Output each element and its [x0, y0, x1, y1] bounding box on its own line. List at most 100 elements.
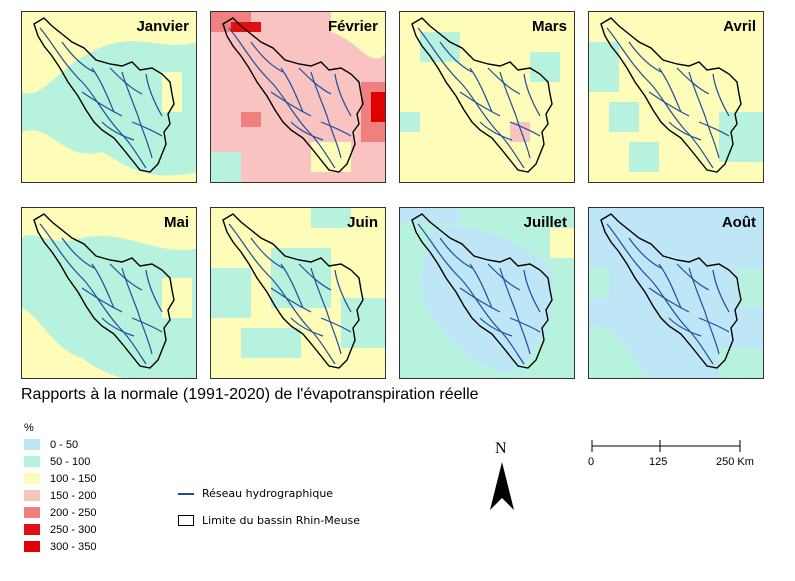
river-line	[91, 263, 115, 309]
river-line	[250, 41, 284, 73]
river-line	[469, 263, 493, 309]
river-line	[499, 71, 531, 159]
river-line	[81, 287, 123, 313]
map-panel-aout: Août	[588, 207, 764, 379]
month-label: Janvier	[136, 18, 189, 35]
scale-label-125: 125	[649, 456, 668, 468]
river-line	[439, 41, 473, 73]
basin-outline	[411, 213, 553, 369]
map-avril	[589, 12, 763, 182]
river-line	[668, 317, 702, 337]
scale-label-0: 0	[588, 456, 595, 468]
river-line	[509, 121, 541, 137]
river-line	[131, 317, 163, 333]
north-arrow-icon	[490, 462, 514, 510]
legend-class-label: 150 - 200	[50, 489, 97, 502]
month-label: Mars	[531, 18, 567, 35]
map-panel-mai: Mai	[21, 207, 197, 379]
legend-class-0: 0 - 50	[24, 438, 78, 451]
map-panel-fevrier: Février	[210, 11, 386, 183]
month-label: Août	[721, 214, 756, 231]
basin-outline	[33, 213, 175, 369]
legend-swatch	[24, 524, 40, 535]
map-panel-juillet: Juillet	[399, 207, 575, 379]
river-line	[280, 67, 304, 113]
river-line	[698, 121, 730, 137]
river-line	[61, 237, 95, 269]
basin-outline	[411, 17, 553, 173]
basin-box-symbol	[178, 515, 194, 526]
river-line	[712, 269, 730, 313]
map-mai	[22, 208, 196, 378]
river-line	[688, 71, 720, 159]
legend-class-label: 0 - 50	[50, 438, 79, 451]
map-fevrier	[211, 12, 385, 182]
legend-class-4: 200 - 250	[24, 506, 96, 519]
basin-outline	[222, 17, 364, 173]
legend-class-3: 150 - 200	[24, 489, 96, 502]
legend-class-label: 200 - 250	[50, 506, 97, 519]
river-line	[91, 67, 115, 113]
river-legend: Réseau hydrographique	[178, 487, 333, 500]
river-legend-label: Réseau hydrographique	[202, 487, 334, 500]
river-line	[290, 317, 324, 337]
river-line	[81, 91, 123, 117]
month-label: Juin	[347, 214, 378, 231]
basin-legend-label: Limite du bassin Rhin-Meuse	[202, 514, 361, 527]
month-label: Mai	[163, 214, 189, 231]
river-line	[334, 269, 352, 313]
legend-unit: %	[24, 422, 34, 434]
map-juin	[211, 208, 385, 378]
scale-bar	[591, 440, 741, 452]
north-label: N	[495, 440, 507, 457]
river-line	[121, 71, 153, 159]
map-juillet	[400, 208, 574, 378]
river-line	[131, 121, 163, 137]
river-line	[109, 67, 143, 95]
river-line	[145, 73, 163, 117]
legend-class-2: 100 - 150	[24, 472, 96, 485]
map-aout	[589, 208, 763, 378]
river-line	[250, 237, 284, 269]
river-line	[270, 287, 312, 313]
river-line	[648, 287, 690, 313]
legend-swatch	[24, 473, 40, 484]
legend-swatch	[24, 490, 40, 501]
basin-outline	[33, 17, 175, 173]
river-line	[523, 73, 541, 117]
river-line	[628, 237, 662, 269]
river-line	[487, 67, 521, 95]
river-line	[487, 263, 521, 291]
river-line	[712, 73, 730, 117]
legend-class-1: 50 - 100	[24, 455, 90, 468]
legend-swatch	[24, 439, 40, 450]
river-line	[101, 317, 135, 337]
river-line	[320, 121, 352, 137]
river-line	[61, 41, 95, 73]
basin-outline	[222, 213, 364, 369]
river-line	[658, 67, 682, 113]
river-line	[676, 67, 710, 95]
river-line	[479, 317, 513, 337]
river-line	[298, 67, 332, 95]
river-line	[109, 263, 143, 291]
river-line	[334, 73, 352, 117]
map-panel-avril: Avril	[588, 11, 764, 183]
month-label: Juillet	[523, 214, 567, 231]
river-line	[509, 317, 541, 333]
map-panel-mars: Mars	[399, 11, 575, 183]
basin-outline	[600, 17, 742, 173]
river-line	[698, 317, 730, 333]
river-line	[459, 91, 501, 117]
river-line	[290, 121, 324, 141]
river-line	[479, 121, 513, 141]
month-label: Avril	[723, 18, 756, 35]
river-line	[499, 267, 531, 355]
map-mars	[400, 12, 574, 182]
river-line	[101, 121, 135, 141]
river-line	[270, 91, 312, 117]
river-line	[469, 67, 493, 113]
river-line	[688, 267, 720, 355]
river-line	[523, 269, 541, 313]
legend-class-6: 300 - 350	[24, 540, 96, 553]
